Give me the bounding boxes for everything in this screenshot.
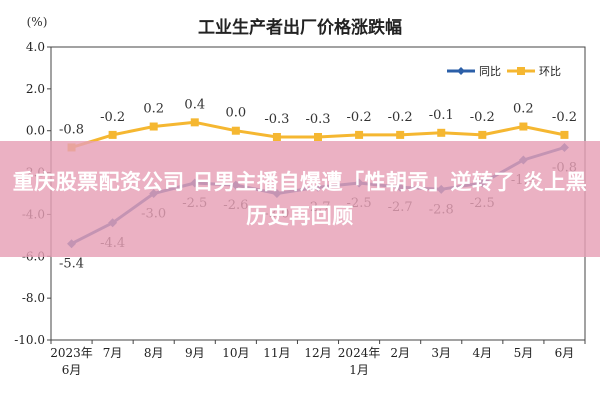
series-1-data-label: -0.2 — [470, 110, 495, 125]
series-0-data-label: -5.4 — [59, 257, 84, 272]
series-1-data-label: -0.2 — [552, 110, 577, 125]
overlay-banner[interactable]: 重庆股票配资公司 日男主播自爆遭「性朝贡」逆转了 炎上黑历史再回顾 — [0, 141, 600, 257]
x-tick-label: 9月 — [185, 346, 205, 360]
x-tick-label: 11月 — [263, 346, 290, 360]
series-1-point — [108, 130, 117, 139]
y-tick-label: 4.0 — [26, 40, 45, 54]
series-1-point — [437, 128, 446, 137]
x-tick-label: 1月 — [349, 363, 369, 377]
series-1-data-label: -0.3 — [305, 112, 330, 127]
x-tick-label: 2月 — [390, 346, 410, 360]
x-tick-label: 2023年 — [50, 346, 93, 360]
legend-label: 同比 — [479, 65, 501, 78]
y-tick-label: -10.0 — [14, 333, 45, 347]
series-1-data-label: -0.3 — [264, 112, 289, 127]
series-1-point — [396, 130, 405, 139]
series-1-data-label: -0.2 — [347, 110, 372, 125]
series-1-data-label: -0.2 — [388, 110, 413, 125]
y-unit-label: (%) — [27, 15, 48, 29]
series-1-data-label: 0.4 — [184, 97, 205, 112]
series-1-data-label: -0.2 — [100, 110, 125, 125]
series-1-data-label: 0.0 — [226, 106, 247, 121]
series-1-point — [231, 126, 240, 135]
x-tick-label: 10月 — [222, 346, 249, 360]
x-tick-label: 7月 — [103, 346, 123, 360]
series-1-point — [478, 130, 487, 139]
y-tick-label: -8.0 — [22, 291, 45, 305]
series-1-point — [519, 122, 528, 131]
series-1-data-label: 0.2 — [143, 102, 164, 117]
x-tick-label: 2024年 — [338, 346, 381, 360]
series-1-point — [190, 118, 199, 127]
x-tick-label: 6月 — [555, 346, 575, 360]
legend-swatch-marker — [457, 67, 465, 75]
x-tick-label: 3月 — [431, 346, 451, 360]
series-1-point — [314, 132, 322, 141]
y-tick-label: 0.0 — [26, 124, 45, 138]
series-1-point — [272, 132, 281, 141]
legend-label: 环比 — [539, 65, 561, 78]
series-1-point — [560, 130, 569, 139]
x-tick-label: 6月 — [62, 363, 82, 377]
x-tick-label: 12月 — [304, 346, 331, 360]
x-tick-label: 5月 — [514, 346, 534, 360]
x-tick-label: 4月 — [472, 346, 492, 360]
chart-title: 工业生产者出厂价格涨跌幅 — [198, 17, 402, 38]
series-1-point — [355, 130, 364, 139]
series-1-point — [149, 122, 158, 131]
series-1-data-label: -0.8 — [59, 122, 84, 137]
y-tick-label: 2.0 — [26, 82, 45, 96]
legend-swatch-marker — [517, 67, 525, 75]
series-1-data-label: 0.2 — [513, 102, 534, 117]
x-tick-label: 8月 — [144, 346, 164, 360]
series-1-data-label: -0.1 — [429, 108, 454, 123]
overlay-headline[interactable]: 重庆股票配资公司 日男主播自爆遭「性朝贡」逆转了 炎上黑历史再回顾 — [12, 170, 588, 228]
